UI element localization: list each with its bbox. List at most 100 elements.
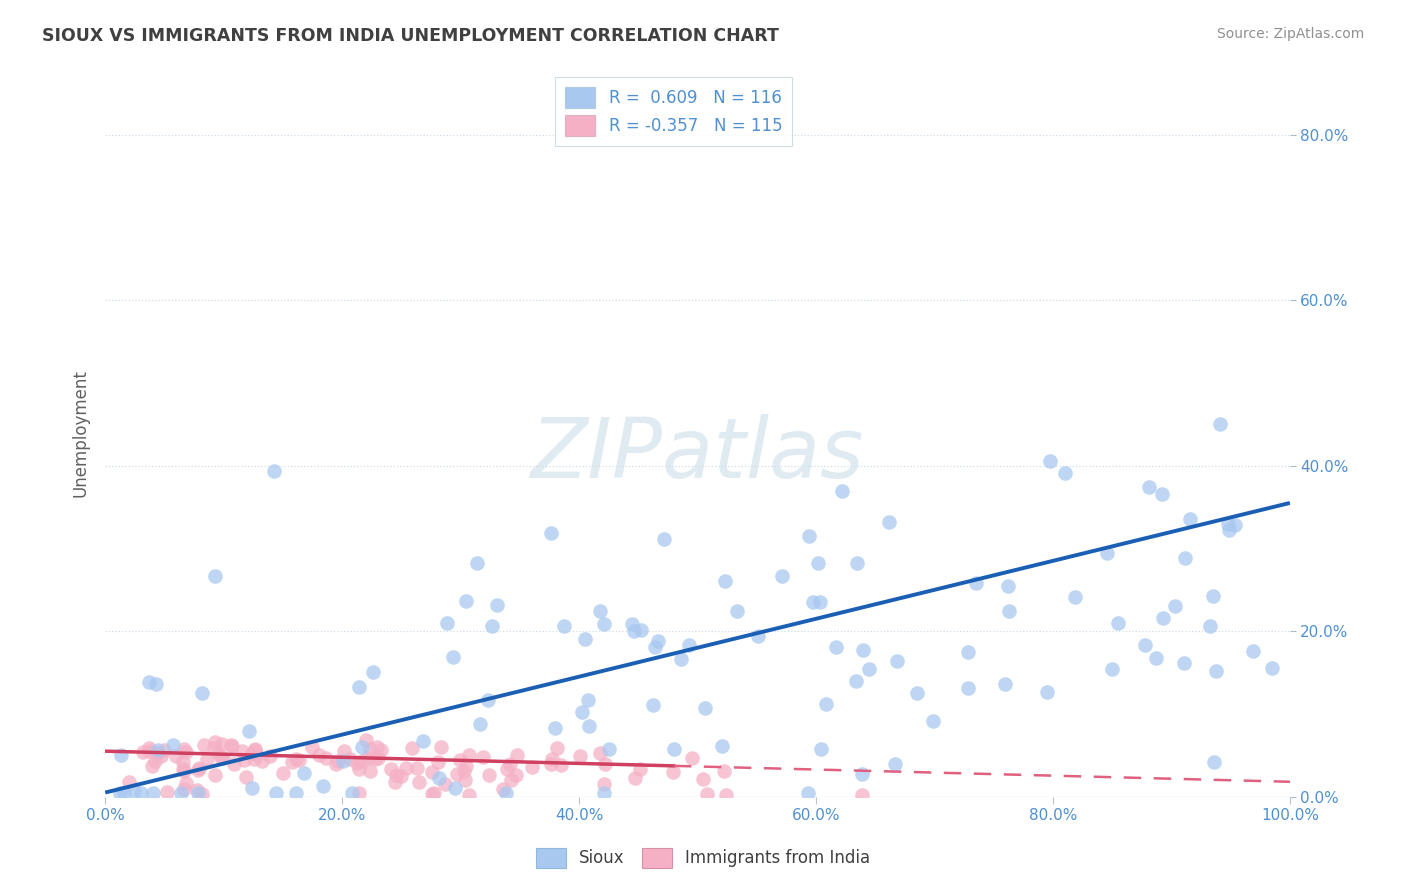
Legend: R =  0.609   N = 116, R = -0.357   N = 115: R = 0.609 N = 116, R = -0.357 N = 115 bbox=[555, 77, 793, 146]
Point bbox=[173, 764, 195, 779]
Point bbox=[162, 739, 184, 753]
Point bbox=[156, 784, 179, 798]
Point bbox=[380, 762, 402, 776]
Point bbox=[569, 749, 592, 764]
Point bbox=[1261, 661, 1284, 675]
Point bbox=[801, 595, 824, 609]
Point bbox=[1095, 546, 1118, 560]
Point bbox=[441, 650, 464, 665]
Point bbox=[191, 787, 214, 801]
Point bbox=[1241, 644, 1264, 658]
Point bbox=[285, 752, 308, 766]
Point bbox=[347, 762, 370, 776]
Point bbox=[965, 575, 987, 590]
Point bbox=[644, 640, 666, 654]
Point bbox=[499, 756, 522, 771]
Point bbox=[550, 758, 572, 772]
Point bbox=[1199, 619, 1222, 633]
Point bbox=[332, 754, 354, 768]
Point bbox=[340, 785, 363, 799]
Point bbox=[202, 740, 225, 755]
Point bbox=[695, 701, 717, 715]
Point bbox=[1173, 656, 1195, 670]
Point bbox=[187, 764, 209, 778]
Point bbox=[346, 756, 368, 770]
Point bbox=[1218, 523, 1240, 537]
Point bbox=[423, 786, 446, 800]
Point bbox=[711, 739, 734, 753]
Text: Source: ZipAtlas.com: Source: ZipAtlas.com bbox=[1216, 27, 1364, 41]
Point bbox=[446, 766, 468, 780]
Point bbox=[328, 754, 350, 768]
Point bbox=[1064, 591, 1087, 605]
Point bbox=[454, 759, 477, 773]
Point bbox=[1144, 650, 1167, 665]
Point bbox=[1174, 550, 1197, 565]
Point bbox=[477, 692, 499, 706]
Point bbox=[449, 753, 471, 767]
Y-axis label: Unemployment: Unemployment bbox=[72, 368, 89, 497]
Point bbox=[444, 781, 467, 796]
Point bbox=[401, 741, 423, 756]
Point bbox=[506, 747, 529, 762]
Point bbox=[1039, 454, 1062, 468]
Point bbox=[325, 757, 347, 772]
Point bbox=[364, 752, 387, 766]
Point bbox=[259, 748, 281, 763]
Point bbox=[384, 775, 406, 789]
Point bbox=[589, 746, 612, 760]
Point bbox=[122, 784, 145, 798]
Point bbox=[956, 681, 979, 695]
Point bbox=[207, 746, 229, 760]
Point bbox=[412, 734, 434, 748]
Point bbox=[370, 743, 392, 757]
Point bbox=[1137, 479, 1160, 493]
Point bbox=[921, 714, 943, 729]
Point bbox=[366, 740, 388, 755]
Point bbox=[221, 739, 243, 753]
Point bbox=[1202, 589, 1225, 603]
Point bbox=[713, 574, 735, 588]
Point bbox=[453, 772, 475, 787]
Point bbox=[692, 772, 714, 786]
Point bbox=[243, 741, 266, 756]
Point bbox=[193, 738, 215, 752]
Point bbox=[271, 765, 294, 780]
Point bbox=[195, 752, 218, 766]
Point bbox=[797, 785, 820, 799]
Point bbox=[664, 742, 686, 756]
Point bbox=[1209, 417, 1232, 431]
Point bbox=[266, 785, 288, 799]
Point bbox=[145, 677, 167, 691]
Point bbox=[879, 515, 901, 529]
Point bbox=[315, 751, 337, 765]
Point bbox=[797, 528, 820, 542]
Point bbox=[472, 749, 495, 764]
Point bbox=[540, 752, 562, 766]
Point bbox=[204, 767, 226, 781]
Point bbox=[1101, 662, 1123, 676]
Point bbox=[520, 760, 543, 774]
Text: SIOUX VS IMMIGRANTS FROM INDIA UNEMPLOYMENT CORRELATION CHART: SIOUX VS IMMIGRANTS FROM INDIA UNEMPLOYM… bbox=[42, 27, 779, 45]
Point bbox=[478, 768, 501, 782]
Point bbox=[825, 640, 848, 655]
Point bbox=[312, 779, 335, 793]
Point bbox=[998, 603, 1021, 617]
Point bbox=[281, 755, 304, 769]
Point bbox=[112, 785, 135, 799]
Point bbox=[495, 762, 517, 776]
Point bbox=[391, 769, 413, 783]
Point bbox=[363, 665, 385, 679]
Point bbox=[173, 741, 195, 756]
Point bbox=[465, 556, 488, 570]
Point bbox=[852, 642, 875, 657]
Point bbox=[486, 598, 509, 612]
Point bbox=[242, 746, 264, 760]
Point bbox=[339, 752, 361, 766]
Point bbox=[669, 652, 692, 666]
Point bbox=[367, 751, 389, 765]
Point bbox=[395, 761, 418, 775]
Point bbox=[108, 785, 131, 799]
Point bbox=[429, 739, 451, 754]
Point bbox=[810, 741, 832, 756]
